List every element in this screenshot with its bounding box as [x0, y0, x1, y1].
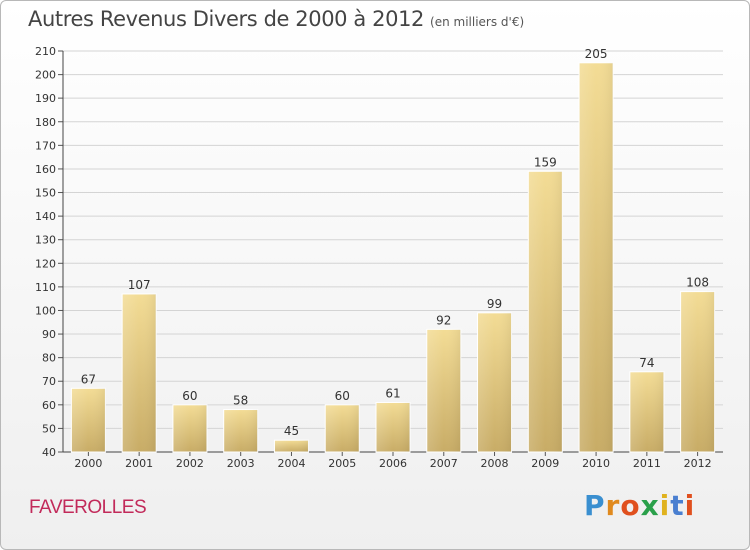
y-tick-label: 160 — [35, 163, 56, 176]
x-tick-label: 2002 — [176, 457, 204, 470]
bar-shade — [426, 329, 461, 452]
y-tick-label: 170 — [35, 139, 56, 152]
data-label: 58 — [233, 394, 248, 408]
x-tick-label: 2011 — [633, 457, 661, 470]
y-tick-label: 50 — [42, 422, 56, 435]
data-label: 45 — [284, 424, 299, 438]
location-name: FAVEROLLES — [29, 497, 147, 518]
y-tick-label: 70 — [42, 375, 56, 388]
bar-shade — [71, 388, 106, 452]
bar-shade — [122, 293, 157, 452]
bar-shade — [376, 402, 410, 452]
y-tick-label: 110 — [35, 281, 56, 294]
x-tick-label: 2010 — [582, 457, 610, 470]
x-tick-label: 2000 — [74, 457, 102, 470]
x-tick-label: 2012 — [684, 457, 712, 470]
bar-shade — [172, 404, 207, 452]
y-tick-label: 80 — [42, 352, 56, 365]
y-tick-label: 130 — [35, 234, 56, 247]
x-tick-label: 2006 — [379, 457, 407, 470]
y-tick-label: 150 — [35, 187, 56, 200]
data-label: 92 — [436, 313, 451, 327]
bar-shade — [325, 404, 360, 452]
x-tick-label: 2001 — [125, 457, 153, 470]
x-tick-label: 2005 — [328, 457, 356, 470]
proxiti-logo: Proxiti — [584, 489, 696, 522]
x-tick-label: 2008 — [481, 457, 509, 470]
y-tick-label: 180 — [35, 116, 56, 129]
data-label: 67 — [81, 372, 96, 386]
chart-title: Autres Revenus Divers de 2000 à 2012 (en … — [28, 7, 524, 31]
bar-shade — [680, 291, 715, 452]
y-tick-label: 40 — [42, 446, 56, 459]
data-label: 60 — [182, 389, 197, 403]
y-tick-label: 190 — [35, 92, 56, 105]
data-label: 61 — [385, 386, 400, 400]
data-label: 107 — [128, 278, 151, 292]
data-label: 74 — [639, 356, 654, 370]
bar-shade — [223, 409, 258, 452]
y-tick-label: 100 — [35, 304, 56, 317]
x-tick-label: 2004 — [277, 457, 305, 470]
bar-shade — [579, 62, 614, 452]
y-tick-label: 120 — [35, 257, 56, 270]
x-tick-label: 2007 — [430, 457, 458, 470]
data-label: 99 — [487, 297, 502, 311]
data-label: 159 — [534, 155, 557, 169]
y-tick-label: 200 — [35, 69, 56, 82]
data-label: 60 — [335, 389, 350, 403]
chart-subtitle: (en milliers d'€) — [430, 15, 525, 29]
y-tick-label: 60 — [42, 399, 56, 412]
data-label: 205 — [585, 47, 608, 61]
y-tick-label: 90 — [42, 328, 56, 341]
bar-shade — [274, 440, 309, 452]
y-tick-label: 140 — [35, 210, 56, 223]
bar-shade — [528, 171, 563, 453]
chart-title-text: Autres Revenus Divers de 2000 à 2012 — [28, 7, 425, 31]
bar-shade — [477, 312, 512, 452]
y-tick-label: 210 — [35, 45, 56, 58]
x-tick-label: 2009 — [531, 457, 559, 470]
bar-shade — [629, 371, 664, 452]
x-tick-label: 2003 — [227, 457, 255, 470]
data-label: 108 — [686, 276, 709, 290]
